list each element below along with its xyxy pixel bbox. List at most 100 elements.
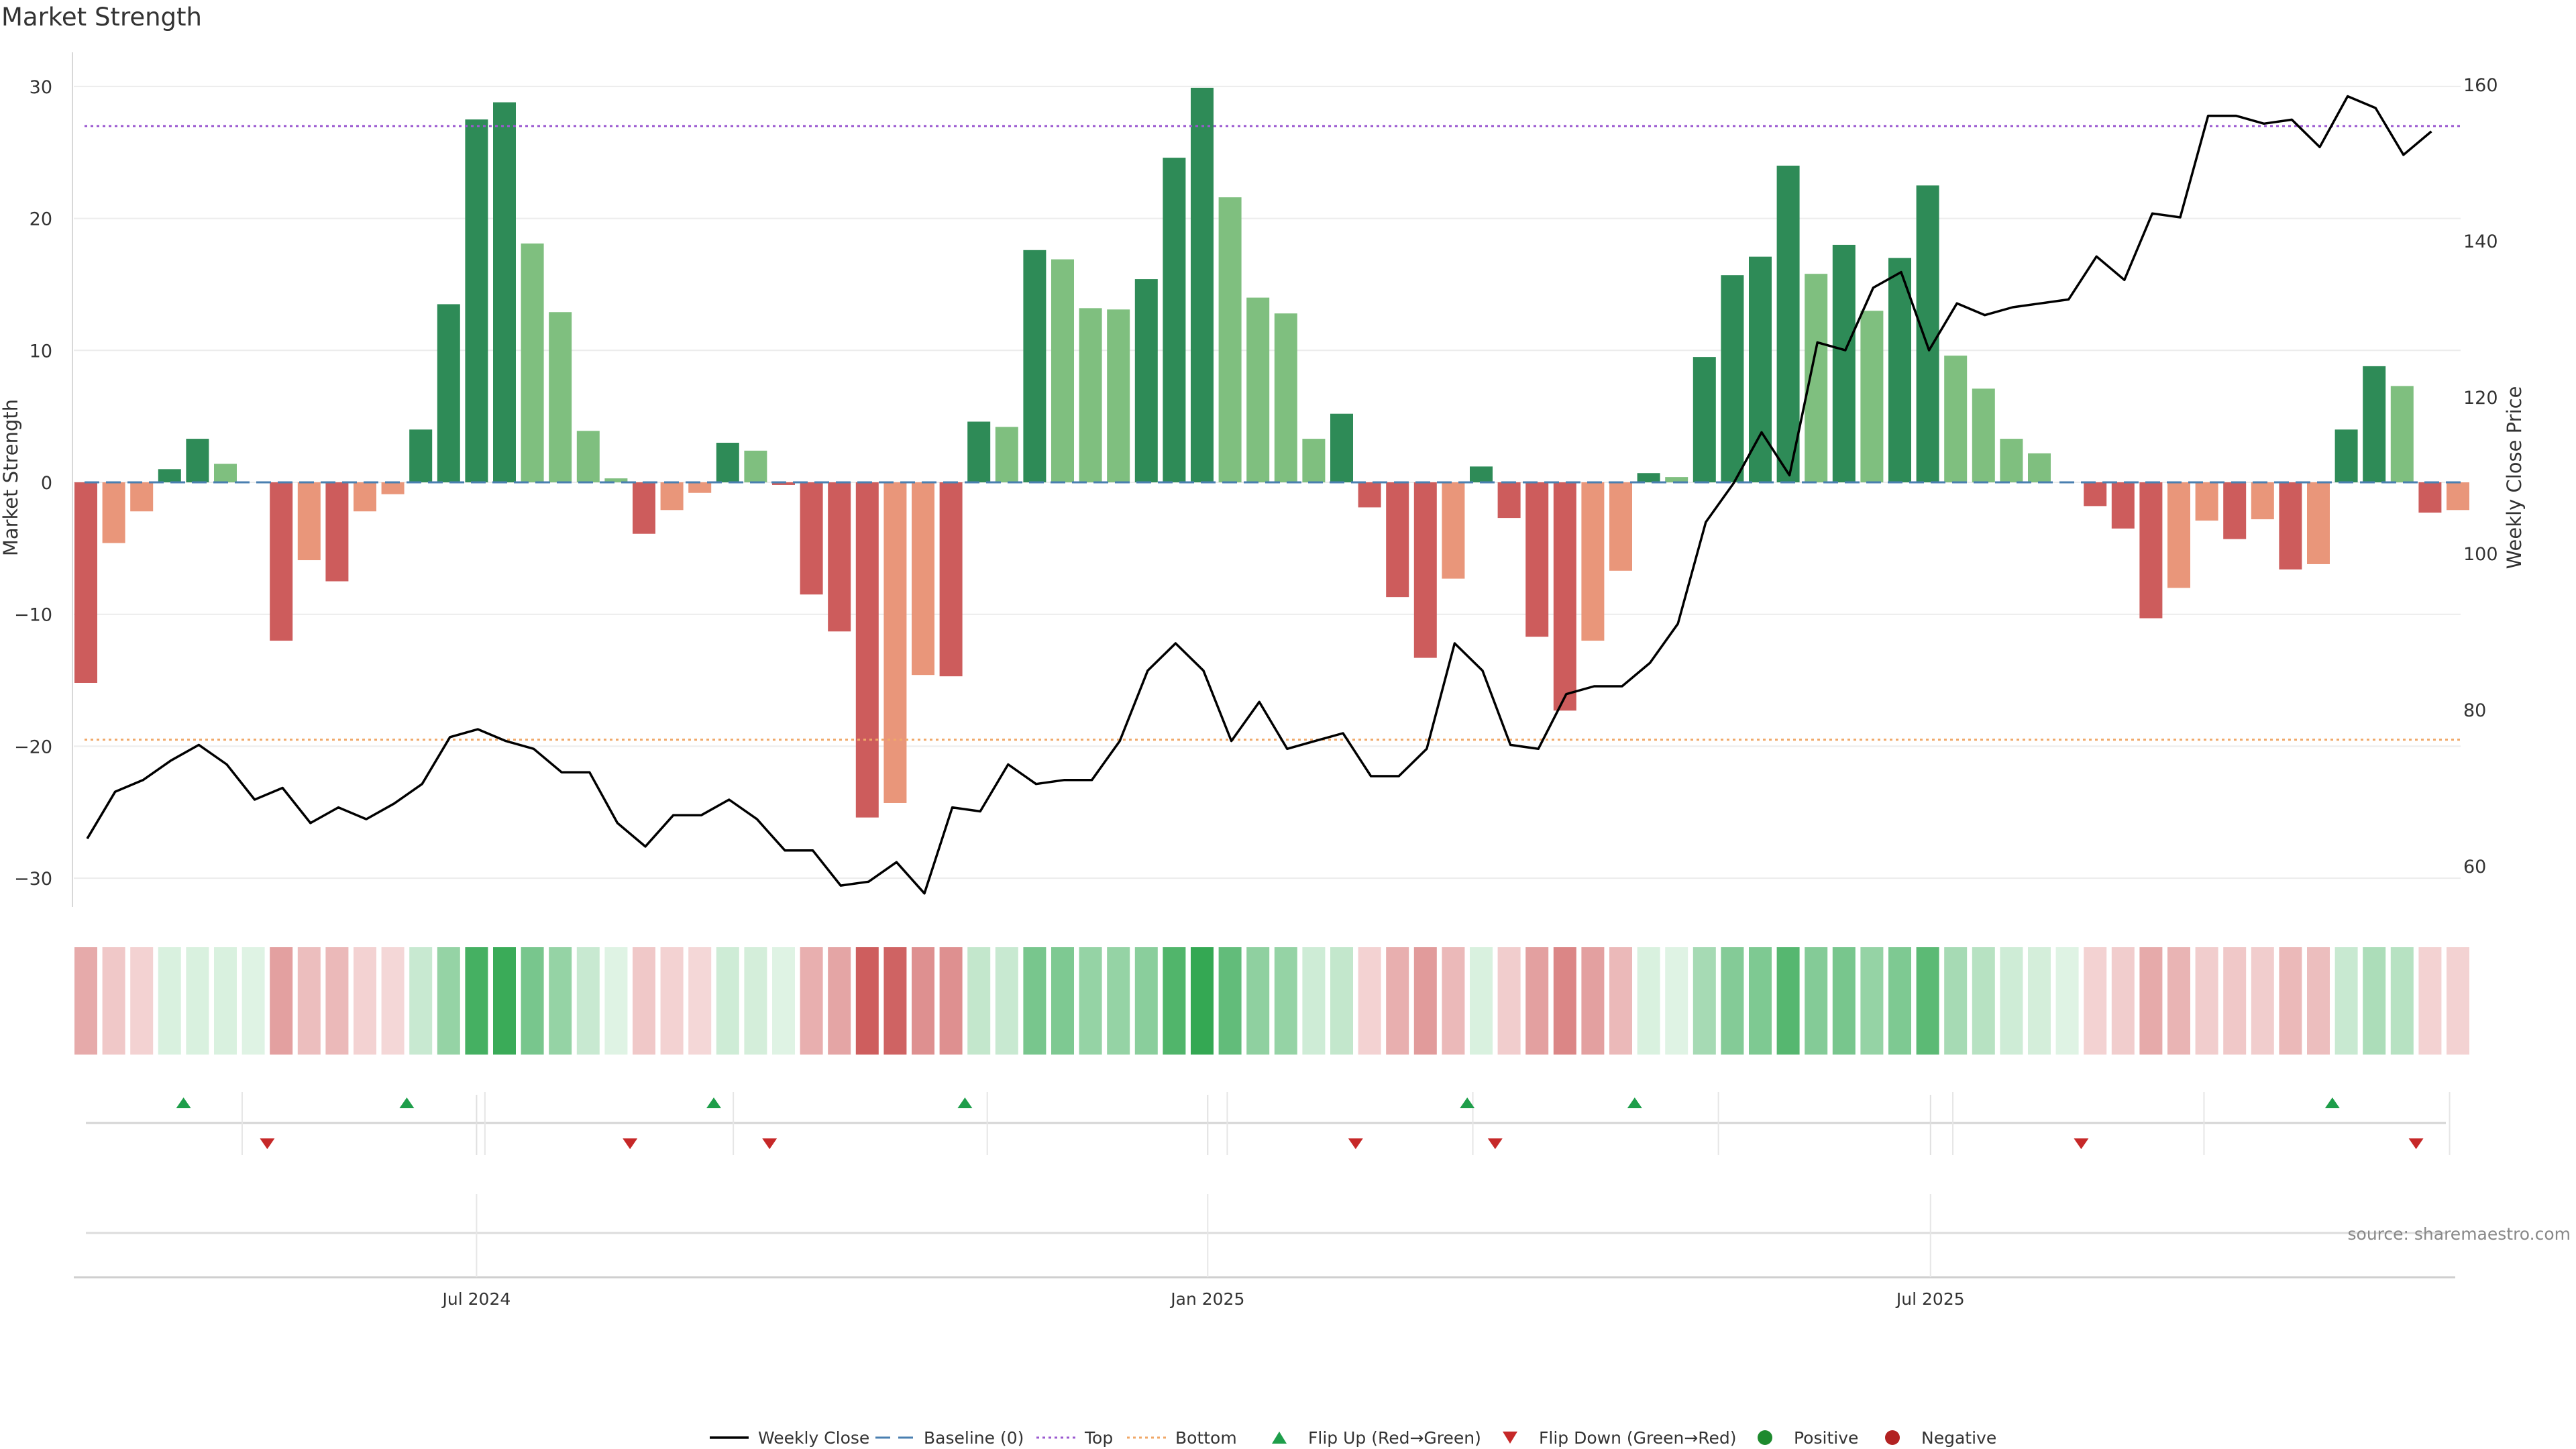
strength-bar <box>493 102 516 482</box>
legend-item: Weekly Close <box>710 1428 869 1448</box>
strength-bar <box>1163 158 1186 483</box>
strength-bar <box>1581 482 1605 641</box>
strength-bar <box>297 482 321 561</box>
heat-cell <box>381 947 405 1055</box>
strength-bar <box>1302 439 1326 482</box>
heat-cell <box>1944 947 1968 1055</box>
heat-cell <box>1972 947 1995 1055</box>
heat-cell <box>1470 947 1493 1055</box>
strength-bar <box>1665 477 1688 482</box>
strength-bar <box>939 482 963 677</box>
y2-tick-label: 80 <box>2463 700 2486 721</box>
strength-bar <box>1358 482 1381 508</box>
heat-cell <box>1805 947 1828 1055</box>
legend-label: Negative <box>1921 1428 1996 1448</box>
strength-bar <box>1832 244 1856 482</box>
strength-bar <box>325 482 349 582</box>
y2-tick-label: 100 <box>2463 544 2498 565</box>
heat-cell <box>102 947 125 1055</box>
legend: Weekly Close Baseline (0) Top Bottom Flip Up… <box>710 1428 1996 1448</box>
heat-cell <box>1749 947 1772 1055</box>
heat-cell <box>2139 947 2163 1055</box>
strength-bar <box>1972 388 1995 482</box>
strength-bar <box>1413 482 1437 658</box>
strength-bar <box>2418 482 2442 513</box>
heat-cell <box>409 947 433 1055</box>
strength-bar <box>2195 482 2218 521</box>
strength-bar <box>1637 473 1660 482</box>
strength-bar <box>270 482 293 641</box>
strength-bar <box>1246 297 1270 482</box>
heat-cell <box>716 947 739 1055</box>
heat-cell <box>1079 947 1102 1055</box>
heat-cell <box>2418 947 2442 1055</box>
strength-bar <box>465 119 488 482</box>
heat-cell <box>2447 947 2469 1055</box>
strength-bar <box>1134 279 1158 482</box>
heat-cell <box>158 947 181 1055</box>
strength-bar <box>800 482 823 595</box>
heat-cell <box>660 947 684 1055</box>
strength-bar <box>576 431 600 482</box>
strength-bar <box>1609 482 1632 571</box>
y-tick-label: 20 <box>30 209 52 230</box>
heat-cell <box>2251 947 2274 1055</box>
heat-cell <box>2055 947 2079 1055</box>
heat-cell <box>2279 947 2302 1055</box>
strength-bar <box>2000 439 2023 482</box>
reference-lines <box>85 125 2461 741</box>
legend-swatch-flip-up <box>1272 1432 1287 1444</box>
heat-cell <box>800 947 823 1055</box>
heat-cell <box>2111 947 2135 1055</box>
heat-cell <box>883 947 907 1055</box>
heat-cell <box>2167 947 2190 1055</box>
strength-bar <box>912 482 934 676</box>
strength-bar <box>1721 275 1744 482</box>
strength-bar <box>1916 185 1939 482</box>
y-tick-label: 30 <box>30 77 52 98</box>
heat-cell <box>1693 947 1716 1055</box>
flip-up-marker <box>1460 1097 1475 1108</box>
strength-bar <box>1274 313 1297 482</box>
heat-cell <box>1609 947 1632 1055</box>
legend-label: Positive <box>1794 1428 1858 1448</box>
weekly-close-line <box>86 95 2432 895</box>
heat-cell <box>74 947 97 1055</box>
strength-bar <box>660 482 684 511</box>
legend-swatch-positive <box>1758 1430 1772 1445</box>
strength-bar <box>130 482 154 512</box>
heat-cell <box>1302 947 1326 1055</box>
strength-bar <box>2279 482 2302 570</box>
heat-cell <box>2307 947 2330 1055</box>
legend-item: Positive <box>1758 1428 1858 1448</box>
heat-cell <box>1218 947 1242 1055</box>
heat-cell <box>828 947 851 1055</box>
heat-cell <box>1274 947 1297 1055</box>
flip-up-marker <box>706 1097 721 1108</box>
strength-bar <box>2223 482 2247 539</box>
strength-bar <box>2334 429 2358 482</box>
strength-bar <box>1888 258 1911 482</box>
heat-cell <box>270 947 293 1055</box>
heat-cell <box>130 947 154 1055</box>
y2-tick-label: 160 <box>2463 75 2498 96</box>
strength-bar <box>214 464 237 482</box>
heat-cell <box>744 947 767 1055</box>
heat-cell <box>1832 947 1856 1055</box>
strength-bar <box>381 482 405 494</box>
heat-cell <box>297 947 321 1055</box>
heat-cell <box>1163 947 1186 1055</box>
flip-up-marker <box>399 1097 415 1108</box>
legend-item: Bottom <box>1127 1428 1237 1448</box>
heat-cell <box>1413 947 1437 1055</box>
strength-bar <box>437 304 460 482</box>
flip-events-panel <box>86 1092 2451 1155</box>
heat-cell <box>1637 947 1660 1055</box>
strength-bar <box>633 482 655 534</box>
strength-bar <box>186 439 209 482</box>
heat-cell <box>1888 947 1911 1055</box>
flip-up-marker <box>1627 1097 1642 1108</box>
heat-cell <box>2390 947 2414 1055</box>
legend-label: Flip Up (Red→Green) <box>1308 1428 1481 1448</box>
